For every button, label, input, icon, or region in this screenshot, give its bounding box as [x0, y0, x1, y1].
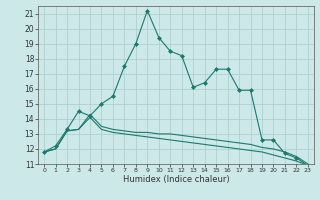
- X-axis label: Humidex (Indice chaleur): Humidex (Indice chaleur): [123, 175, 229, 184]
